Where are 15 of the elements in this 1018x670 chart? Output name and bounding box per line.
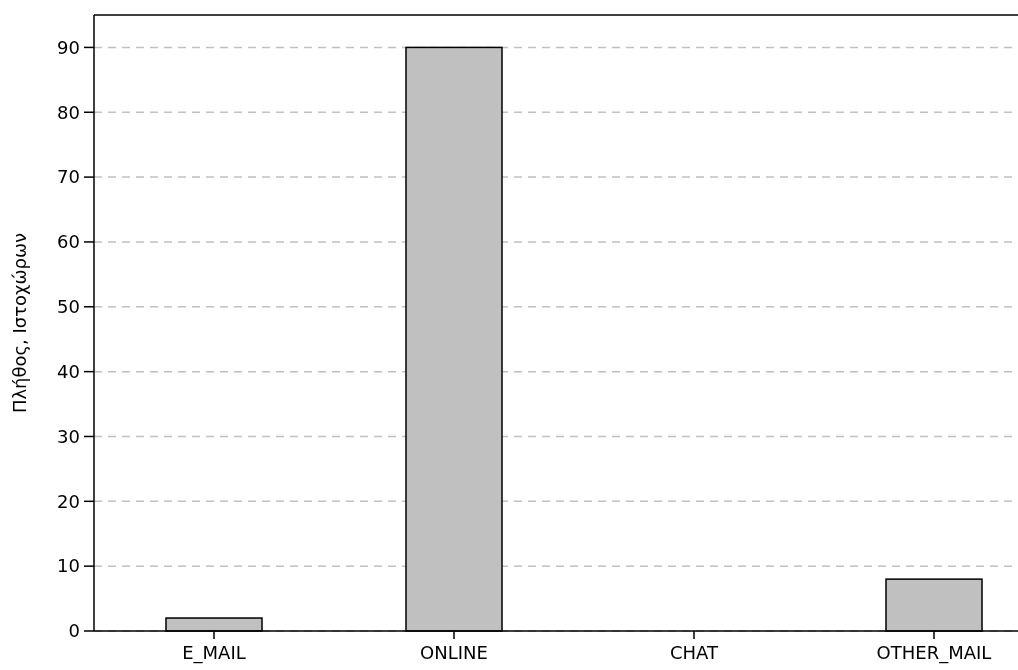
y-axis-title: Πλήθος, Ιστοχώρων — [9, 232, 30, 414]
x-tick-label: OTHER_MAIL — [876, 642, 992, 664]
x-tick-label: E_MAIL — [182, 642, 246, 664]
y-tick-label: 70 — [57, 166, 80, 188]
y-tick-label: 40 — [57, 360, 80, 382]
y-tick-label: 60 — [57, 231, 80, 253]
y-tick-label: 10 — [57, 555, 80, 577]
x-tick-label: ONLINE — [420, 642, 488, 663]
y-tick-label: 50 — [57, 296, 80, 318]
y-tick-label: 80 — [57, 101, 80, 123]
y-tick-label: 90 — [57, 36, 80, 58]
y-tick-label: 20 — [57, 490, 80, 512]
y-tick-label: 30 — [57, 425, 80, 447]
y-tick-label: 0 — [68, 620, 80, 642]
x-tick-label: CHAT — [669, 642, 720, 663]
